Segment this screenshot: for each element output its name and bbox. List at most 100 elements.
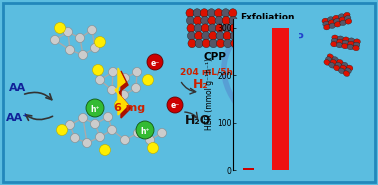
Ellipse shape (347, 44, 354, 50)
Ellipse shape (208, 16, 216, 25)
Ellipse shape (345, 19, 352, 24)
Circle shape (65, 120, 74, 130)
Text: Exfoliation: Exfoliation (240, 14, 294, 23)
Ellipse shape (334, 18, 340, 24)
Ellipse shape (353, 42, 360, 48)
Circle shape (90, 43, 99, 53)
Ellipse shape (194, 24, 202, 33)
Circle shape (56, 125, 68, 135)
Ellipse shape (222, 16, 230, 25)
Circle shape (147, 142, 158, 154)
Circle shape (107, 85, 116, 95)
Ellipse shape (195, 31, 203, 40)
Circle shape (119, 90, 129, 100)
Ellipse shape (332, 57, 338, 62)
Circle shape (115, 100, 125, 110)
Circle shape (64, 28, 73, 36)
Text: H₂O: H₂O (185, 114, 211, 127)
Ellipse shape (324, 60, 330, 65)
Ellipse shape (324, 25, 330, 30)
Ellipse shape (345, 68, 351, 74)
Ellipse shape (343, 71, 350, 76)
Ellipse shape (322, 18, 328, 23)
Ellipse shape (327, 17, 334, 22)
Ellipse shape (201, 16, 209, 25)
Ellipse shape (208, 9, 215, 17)
Text: AA⁺: AA⁺ (6, 113, 29, 123)
Text: e⁻: e⁻ (150, 58, 160, 68)
Circle shape (94, 36, 105, 48)
Ellipse shape (340, 20, 346, 26)
Ellipse shape (200, 9, 208, 17)
Ellipse shape (344, 16, 351, 21)
Ellipse shape (214, 9, 223, 17)
Ellipse shape (349, 38, 355, 43)
Text: 204 mL/5h: 204 mL/5h (180, 68, 233, 77)
Circle shape (93, 65, 104, 75)
Ellipse shape (335, 22, 341, 27)
Circle shape (108, 68, 118, 77)
Circle shape (96, 132, 104, 142)
Ellipse shape (208, 24, 217, 33)
Ellipse shape (344, 12, 350, 18)
Ellipse shape (230, 31, 239, 40)
Polygon shape (115, 68, 128, 115)
Bar (272, 28, 289, 170)
Ellipse shape (188, 39, 196, 48)
Text: CPP: CPP (204, 52, 226, 62)
Ellipse shape (330, 60, 337, 65)
Ellipse shape (343, 37, 349, 42)
Ellipse shape (334, 65, 340, 71)
Ellipse shape (335, 62, 342, 68)
Ellipse shape (339, 17, 345, 22)
Ellipse shape (329, 23, 336, 28)
Ellipse shape (201, 24, 209, 33)
Circle shape (54, 23, 65, 33)
Circle shape (167, 97, 183, 113)
Ellipse shape (222, 9, 230, 17)
Ellipse shape (202, 39, 211, 48)
Circle shape (147, 54, 163, 70)
Ellipse shape (338, 68, 345, 74)
Ellipse shape (337, 36, 344, 41)
Circle shape (86, 99, 104, 117)
Text: NMP: NMP (277, 33, 304, 43)
Text: H₂: H₂ (193, 78, 209, 92)
Ellipse shape (230, 24, 238, 33)
Circle shape (132, 83, 141, 92)
Ellipse shape (353, 45, 359, 51)
Ellipse shape (224, 39, 232, 48)
Ellipse shape (329, 62, 335, 68)
Circle shape (133, 129, 143, 137)
Ellipse shape (331, 41, 337, 47)
Circle shape (99, 144, 110, 156)
Ellipse shape (333, 15, 339, 21)
Circle shape (87, 26, 96, 34)
Ellipse shape (338, 14, 345, 19)
Ellipse shape (231, 39, 239, 48)
Ellipse shape (215, 16, 223, 25)
Ellipse shape (336, 43, 343, 48)
Ellipse shape (342, 62, 348, 68)
Ellipse shape (186, 16, 195, 25)
Circle shape (121, 135, 130, 144)
Circle shape (79, 51, 87, 60)
Ellipse shape (340, 65, 346, 71)
Ellipse shape (193, 9, 201, 17)
Polygon shape (118, 71, 131, 118)
Ellipse shape (186, 9, 194, 17)
Bar (243, 168, 254, 170)
Ellipse shape (342, 43, 348, 49)
Circle shape (107, 125, 116, 134)
Ellipse shape (342, 40, 349, 46)
Y-axis label: HER (mmol g⁻¹h⁻¹): HER (mmol g⁻¹h⁻¹) (205, 58, 214, 130)
Circle shape (82, 139, 91, 147)
Ellipse shape (229, 16, 237, 25)
Ellipse shape (187, 31, 195, 40)
Text: 6 mg: 6 mg (115, 103, 146, 113)
Ellipse shape (209, 39, 217, 48)
Circle shape (51, 36, 59, 45)
Circle shape (146, 135, 155, 144)
Ellipse shape (332, 35, 338, 40)
Circle shape (65, 46, 74, 55)
